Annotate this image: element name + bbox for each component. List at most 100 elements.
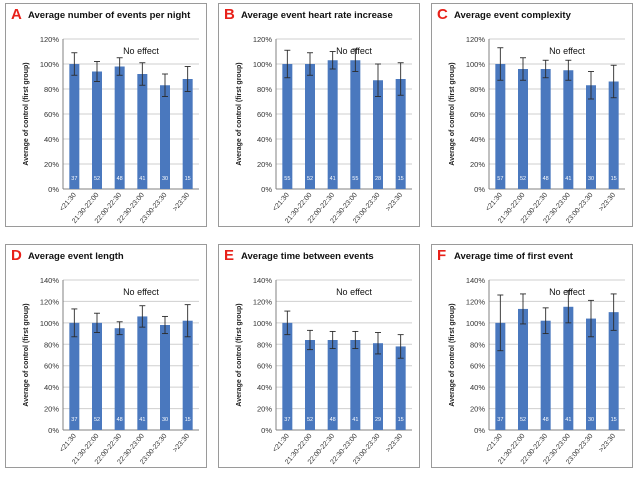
- chart-d-title: Average event length: [28, 251, 124, 262]
- sample-size-label: 52: [520, 417, 526, 423]
- chart-panel-f: 0% 20% 40% 60% 80% 100% 120% 140% Average of con…: [431, 244, 633, 468]
- y-tick-label: 60%: [257, 110, 272, 119]
- bar: [373, 343, 383, 430]
- bar: [540, 320, 551, 430]
- chart-a-plot: 0% 20% 40% 60% 80% 100% 120% Average of control…: [23, 35, 199, 225]
- chart-f-title: Average time of first event: [454, 251, 573, 262]
- y-tick-label: 20%: [44, 160, 59, 169]
- bar: [160, 325, 170, 430]
- x-tick-label: <21:30: [59, 192, 78, 213]
- y-tick-label: 60%: [44, 362, 59, 371]
- y-tick-label: 0%: [474, 426, 485, 435]
- bar: [586, 318, 596, 430]
- chart-panel-e: 0% 20% 40% 60% 80% 100% 120% 140% Average of con…: [218, 244, 420, 468]
- sample-size-label: 28: [375, 176, 381, 182]
- sample-size-label: 55: [352, 176, 358, 182]
- chart-b-title: Average event heart rate increase: [241, 10, 393, 21]
- chart-d-plot: 0% 20% 40% 60% 80% 100% 120% 140% Average of con…: [23, 276, 199, 466]
- chart-c-title: Average event complexity: [454, 10, 571, 21]
- bar: [305, 64, 315, 189]
- y-axis-label: Average of control (first group): [23, 62, 30, 165]
- bar: [395, 79, 406, 189]
- sample-size-label: 41: [139, 417, 145, 423]
- sample-size-label: 37: [71, 176, 77, 182]
- sample-size-label: 41: [139, 176, 145, 182]
- y-tick-label: 120%: [40, 297, 60, 306]
- sample-size-label: 48: [543, 417, 549, 423]
- sample-size-label: 41: [352, 417, 358, 423]
- bar: [92, 322, 102, 430]
- y-tick-label: 120%: [40, 35, 60, 44]
- y-tick-label: 100%: [466, 319, 486, 328]
- bar: [114, 328, 125, 430]
- sample-size-label: 30: [588, 417, 594, 423]
- bar: [495, 64, 506, 189]
- y-tick-label: 60%: [470, 362, 485, 371]
- y-tick-label: 60%: [470, 110, 485, 119]
- y-axis-label: Average of control (first group): [23, 303, 30, 406]
- y-tick-label: 80%: [470, 85, 485, 94]
- sample-size-label: 37: [497, 417, 503, 423]
- sample-size-label: 41: [565, 176, 571, 182]
- bar: [495, 322, 506, 430]
- x-tick-label: <21:30: [59, 433, 78, 454]
- y-tick-label: 0%: [48, 426, 59, 435]
- y-tick-label: 0%: [474, 185, 485, 194]
- bar: [327, 60, 338, 189]
- panel-letter-d: D: [11, 247, 22, 264]
- x-tick-label: >23:30: [385, 192, 404, 213]
- y-tick-label: 40%: [470, 135, 485, 144]
- chart-f-plot: 0% 20% 40% 60% 80% 100% 120% 140% Average of con…: [449, 276, 625, 466]
- sample-size-label: 52: [94, 417, 100, 423]
- sample-size-label: 52: [520, 176, 526, 182]
- y-tick-label: 80%: [44, 340, 59, 349]
- sample-size-label: 41: [330, 176, 336, 182]
- y-tick-label: 120%: [466, 35, 486, 44]
- sample-size-label: 15: [185, 417, 191, 423]
- sample-size-label: 41: [565, 417, 571, 423]
- y-tick-label: 0%: [261, 426, 272, 435]
- annotation-no-effect: No effect: [549, 287, 585, 297]
- bar: [282, 322, 293, 430]
- sample-size-label: 15: [398, 417, 404, 423]
- sample-size-label: 37: [284, 417, 290, 423]
- sample-size-label: 30: [162, 417, 168, 423]
- sample-size-label: 52: [307, 176, 313, 182]
- sample-size-label: 15: [611, 417, 617, 423]
- y-tick-label: 20%: [44, 405, 59, 414]
- bar: [92, 71, 102, 189]
- y-tick-label: 40%: [470, 383, 485, 392]
- y-tick-label: 120%: [253, 297, 273, 306]
- y-axis-label: Average of control (first group): [449, 303, 456, 406]
- bar: [608, 312, 619, 430]
- sample-size-label: 52: [307, 417, 313, 423]
- panel-letter-f: F: [437, 247, 447, 264]
- y-tick-label: 100%: [40, 60, 60, 69]
- chart-b-plot: 0% 20% 40% 60% 80% 100% 120% Average of control…: [236, 35, 412, 225]
- sample-size-label: 57: [497, 176, 503, 182]
- y-tick-label: 140%: [466, 276, 486, 285]
- annotation-no-effect: No effect: [123, 46, 159, 56]
- chart-e-title: Average time between events: [241, 251, 374, 262]
- bar: [69, 64, 80, 189]
- y-tick-label: 100%: [40, 319, 60, 328]
- annotation-no-effect: No effect: [336, 287, 372, 297]
- x-tick-label: <21:30: [272, 433, 291, 454]
- sample-size-label: 52: [94, 176, 100, 182]
- bar: [114, 66, 125, 189]
- bar: [608, 81, 619, 189]
- chart-a-title: Average number of events per night: [28, 10, 191, 21]
- bar: [137, 316, 148, 430]
- y-tick-label: 120%: [466, 297, 486, 306]
- y-tick-label: 20%: [470, 160, 485, 169]
- panel-letter-e: E: [224, 247, 235, 264]
- y-tick-label: 40%: [257, 135, 272, 144]
- annotation-no-effect: No effect: [336, 46, 372, 56]
- y-tick-label: 40%: [44, 383, 59, 392]
- chart-panel-c: 0% 20% 40% 60% 80% 100% 120% Average of control…: [431, 3, 633, 227]
- bar: [586, 85, 596, 189]
- panel-letter-a: A: [11, 6, 22, 23]
- annotation-no-effect: No effect: [123, 287, 159, 297]
- y-axis-label: Average of control (first group): [236, 303, 243, 406]
- sample-size-label: 29: [375, 417, 381, 423]
